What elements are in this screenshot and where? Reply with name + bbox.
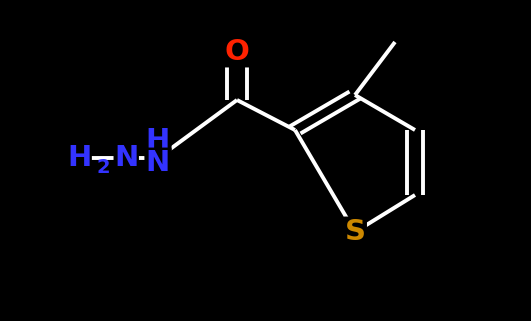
Text: H: H	[146, 127, 170, 155]
Text: N: N	[146, 149, 170, 177]
Text: H: H	[67, 144, 91, 172]
Text: O: O	[225, 38, 250, 66]
Text: S: S	[345, 218, 365, 246]
Text: 2: 2	[97, 158, 110, 177]
Text: N: N	[114, 144, 139, 172]
